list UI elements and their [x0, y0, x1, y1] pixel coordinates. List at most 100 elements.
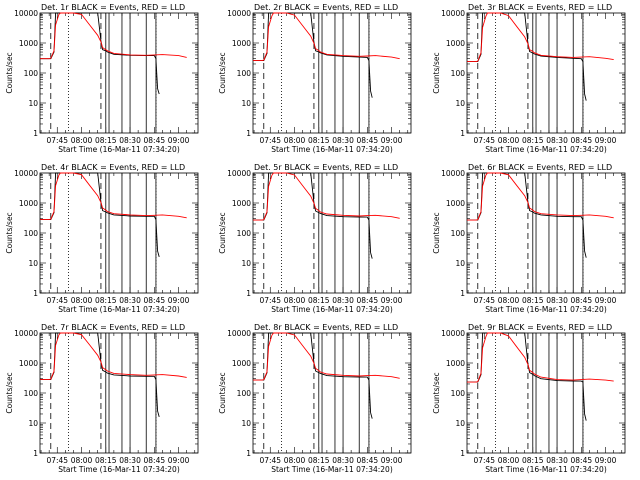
- y-axis-label: Counts/sec: [218, 372, 227, 413]
- x-tick-label: 08:30: [546, 136, 568, 145]
- y-tick-label: 10: [455, 259, 465, 268]
- y-tick-label: 1000: [232, 39, 251, 48]
- plot-frame: [39, 12, 199, 134]
- x-tick-label: 08:45: [357, 296, 379, 305]
- y-tick-label: 10: [241, 259, 251, 268]
- series-line-black-events: [467, 332, 587, 421]
- x-tick-label: 09:00: [381, 136, 403, 145]
- series-line-black-events: [40, 172, 160, 258]
- series-line-red-lld: [467, 332, 614, 383]
- x-tick-label: 08:45: [144, 456, 166, 465]
- x-tick-label: 08:30: [332, 136, 354, 145]
- y-tick-label: 1: [460, 449, 465, 458]
- x-tick-label: 08:30: [332, 296, 354, 305]
- x-axis-label: Start Time (16-Mar-11 07:34:20): [271, 465, 393, 474]
- panel-det-5: 1 10 100 1000 10000 07:45 08:00 08:15 08:30 08:45…: [218, 163, 412, 314]
- series-line-red-lld: [253, 172, 400, 221]
- x-tick-label: 08:45: [571, 136, 593, 145]
- y-tick-label: 10: [28, 259, 38, 268]
- x-tick-label: 07:45: [259, 296, 281, 305]
- y-tick-label: 10: [455, 419, 465, 428]
- series-line-black-events: [40, 332, 160, 418]
- y-tick-label: 10000: [14, 169, 38, 178]
- y-axis-label: Counts/sec: [218, 52, 227, 93]
- series-line-red-lld: [40, 172, 187, 221]
- x-tick-label: 08:45: [144, 136, 166, 145]
- x-tick-label: 07:45: [46, 296, 68, 305]
- x-tick-label: 07:45: [46, 136, 68, 145]
- x-tick-label: 08:00: [498, 296, 520, 305]
- y-tick-label: 10000: [441, 169, 465, 178]
- y-tick-label: 10: [28, 419, 38, 428]
- y-tick-label: 1: [246, 449, 251, 458]
- y-axis-label: Counts/sec: [432, 212, 441, 253]
- y-axis-label: Counts/sec: [218, 212, 227, 253]
- y-tick-label: 1000: [232, 199, 251, 208]
- y-tick-label: 100: [237, 69, 252, 78]
- x-tick-label: 08:15: [308, 456, 330, 465]
- x-axis-label: Start Time (16-Mar-11 07:34:20): [271, 145, 393, 154]
- panel-title: Det. 6r BLACK = Events, RED = LLD: [468, 163, 612, 172]
- x-tick-label: 08:15: [95, 296, 117, 305]
- x-tick-label: 08:30: [546, 456, 568, 465]
- x-tick-label: 08:15: [95, 456, 117, 465]
- x-tick-label: 08:45: [571, 456, 593, 465]
- y-tick-label: 100: [24, 229, 39, 238]
- panel-det-4: 1 10 100 1000 10000 07:45 08:00 08:15 08:30 08:45…: [5, 163, 199, 314]
- x-tick-label: 08:15: [308, 296, 330, 305]
- x-tick-label: 08:00: [71, 136, 93, 145]
- panel-det-3: 1 10 100 1000 10000 07:45 08:00 08:15 08:30 08:45…: [432, 3, 626, 154]
- plot-frame: [252, 332, 412, 454]
- x-tick-label: 08:45: [144, 296, 166, 305]
- x-tick-label: 08:30: [119, 296, 141, 305]
- x-axis-label: Start Time (16-Mar-11 07:34:20): [58, 305, 180, 314]
- x-axis-label: Start Time (16-Mar-11 07:34:20): [58, 145, 180, 154]
- x-tick-label: 08:15: [522, 136, 544, 145]
- x-tick-label: 09:00: [168, 456, 190, 465]
- y-axis-label: Counts/sec: [5, 212, 14, 253]
- plot-frame: [466, 12, 626, 134]
- x-tick-label: 08:45: [357, 136, 379, 145]
- y-tick-label: 100: [451, 389, 466, 398]
- panel-det-7: 1 10 100 1000 10000 07:45 08:00 08:15 08:30 08:45…: [5, 323, 199, 474]
- x-tick-label: 08:45: [357, 456, 379, 465]
- x-tick-label: 08:00: [498, 456, 520, 465]
- series-line-red-lld: [253, 12, 400, 62]
- y-axis-label: Counts/sec: [5, 52, 14, 93]
- x-tick-label: 08:15: [522, 456, 544, 465]
- panel-title: Det. 4r BLACK = Events, RED = LLD: [41, 163, 185, 172]
- x-tick-label: 08:00: [284, 456, 306, 465]
- y-axis-label: Counts/sec: [5, 372, 14, 413]
- plot-frame: [39, 332, 199, 454]
- y-tick-label: 1: [460, 129, 465, 138]
- x-tick-label: 09:00: [168, 296, 190, 305]
- y-tick-label: 100: [24, 69, 39, 78]
- x-tick-label: 07:45: [473, 296, 495, 305]
- x-tick-label: 09:00: [381, 296, 403, 305]
- y-tick-label: 1000: [19, 359, 38, 368]
- y-tick-label: 10000: [14, 329, 38, 338]
- plot-frame: [252, 172, 412, 294]
- x-tick-label: 08:00: [284, 296, 306, 305]
- x-tick-label: 09:00: [381, 456, 403, 465]
- y-axis-label: Counts/sec: [432, 372, 441, 413]
- x-tick-label: 08:15: [308, 136, 330, 145]
- panel-title: Det. 9r BLACK = Events, RED = LLD: [468, 323, 612, 332]
- panel-det-2: 1 10 100 1000 10000 07:45 08:00 08:15 08:30 08:45…: [218, 3, 412, 154]
- y-tick-label: 10000: [441, 9, 465, 18]
- x-tick-label: 08:00: [498, 136, 520, 145]
- x-tick-label: 07:45: [259, 456, 281, 465]
- x-axis-label: Start Time (16-Mar-11 07:34:20): [58, 465, 180, 474]
- x-tick-label: 08:00: [71, 456, 93, 465]
- y-tick-label: 1000: [19, 39, 38, 48]
- x-axis-label: Start Time (16-Mar-11 07:34:20): [271, 305, 393, 314]
- series-line-red-lld: [467, 172, 614, 221]
- x-tick-label: 09:00: [595, 296, 617, 305]
- x-tick-label: 07:45: [473, 456, 495, 465]
- panel-title: Det. 1r BLACK = Events, RED = LLD: [41, 3, 185, 12]
- x-axis-label: Start Time (16-Mar-11 07:34:20): [485, 465, 607, 474]
- x-tick-label: 08:30: [119, 136, 141, 145]
- y-tick-label: 1: [246, 289, 251, 298]
- x-tick-label: 08:30: [119, 456, 141, 465]
